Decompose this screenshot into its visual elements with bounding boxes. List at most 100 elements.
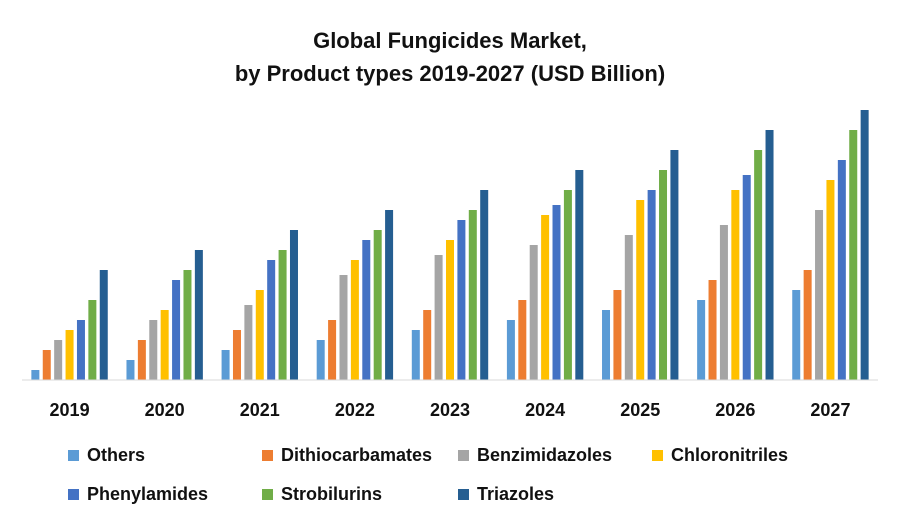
- bar-2026-phenylamides: [742, 175, 751, 380]
- legend-item-strobilurins: Strobilurins: [262, 484, 382, 505]
- legend-item-phenylamides: Phenylamides: [68, 484, 208, 505]
- bar-2020-others: [126, 360, 135, 380]
- bar-2021-dithiocarbamates: [232, 330, 241, 380]
- bar-2023-dithiocarbamates: [423, 310, 432, 380]
- legend-label-strobilurins: Strobilurins: [281, 484, 383, 504]
- bar-2023-chloronitriles: [446, 240, 454, 380]
- chart-title: Global Fungicides Market, by Product typ…: [0, 24, 900, 90]
- bar-2024-dithiocarbamates: [518, 300, 527, 380]
- bar-2025-phenylamides: [647, 190, 656, 380]
- legend-label-others: Others: [87, 445, 146, 465]
- bar-2023-others: [411, 330, 420, 380]
- bar-2020-benzimidazoles: [149, 320, 158, 380]
- bar-2025-others: [602, 310, 611, 380]
- bar-2023-phenylamides: [457, 220, 466, 380]
- chart-subtitle: by Product types 2019-2027 (USD Billion): [234, 61, 666, 86]
- legend-label-triazoles: Triazoles: [477, 484, 555, 504]
- x-tick-label-2023: 2023: [430, 400, 470, 420]
- x-tick-label-2020: 2020: [145, 400, 185, 420]
- x-tick-label-2024: 2024: [525, 400, 565, 420]
- bar-2021-strobilurins: [278, 250, 287, 380]
- bar-2023-strobilurins: [468, 210, 477, 380]
- bar-2021-others: [221, 350, 230, 380]
- bar-2026-others: [697, 300, 706, 380]
- bar-2023-triazoles: [480, 190, 489, 380]
- bar-2020-phenylamides: [172, 280, 181, 380]
- x-tick-label-2021: 2021: [240, 400, 280, 420]
- bar-2022-triazoles: [385, 210, 394, 380]
- bar-2025-strobilurins: [659, 170, 668, 380]
- bar-2025-triazoles: [670, 150, 679, 380]
- bar-2022-dithiocarbamates: [328, 320, 337, 380]
- bar-2027-chloronitriles: [826, 180, 835, 380]
- legend-item-benzimidazoles: Benzimidazoles: [458, 445, 612, 466]
- bar-2021-phenylamides: [267, 260, 276, 380]
- bar-2019-strobilurins: [88, 300, 97, 380]
- legend-swatch-dithiocarbamates: [262, 450, 273, 461]
- bar-2020-triazoles: [194, 250, 203, 380]
- bar-2026-triazoles: [765, 130, 774, 380]
- bar-2024-chloronitriles: [541, 215, 550, 380]
- bar-2022-benzimidazoles: [339, 275, 348, 380]
- bar-2019-triazoles: [99, 270, 108, 380]
- bar-2024-benzimidazoles: [529, 245, 538, 380]
- bar-2025-dithiocarbamates: [613, 290, 622, 380]
- bar-2022-chloronitriles: [350, 260, 359, 380]
- bar-2027-benzimidazoles: [815, 210, 824, 380]
- x-tick-label-2025: 2025: [620, 400, 660, 420]
- bar-2026-chloronitriles: [731, 190, 740, 380]
- bar-2027-triazoles: [860, 110, 869, 380]
- bar-2019-chloronitriles: [65, 330, 74, 380]
- legend-swatch-others: [68, 450, 79, 461]
- x-tick-label-2019: 2019: [50, 400, 90, 420]
- bar-2020-dithiocarbamates: [137, 340, 146, 380]
- bar-2025-chloronitriles: [636, 200, 645, 380]
- bar-2024-triazoles: [575, 170, 584, 380]
- bar-2022-phenylamides: [362, 240, 371, 380]
- bar-2027-dithiocarbamates: [803, 270, 812, 380]
- bars-group: [31, 110, 869, 380]
- bar-2021-triazoles: [289, 230, 298, 380]
- legend-label-phenylamides: Phenylamides: [87, 484, 209, 504]
- x-tick-label-2026: 2026: [715, 400, 755, 420]
- legend-swatch-triazoles: [458, 489, 469, 500]
- legend-item-triazoles: Triazoles: [458, 484, 554, 505]
- bar-2022-strobilurins: [373, 230, 382, 380]
- legend-swatch-benzimidazoles: [458, 450, 469, 461]
- bar-2027-phenylamides: [837, 160, 846, 380]
- legend-swatch-chloronitriles: [652, 450, 663, 461]
- legend: Others Dithiocarbamates Benzimidazoles Chlo…: [0, 440, 900, 520]
- legend-swatch-phenylamides: [68, 489, 79, 500]
- bar-2027-others: [792, 290, 801, 380]
- bar-2025-benzimidazoles: [624, 235, 633, 380]
- bar-2026-dithiocarbamates: [708, 280, 717, 380]
- bar-2026-benzimidazoles: [719, 225, 728, 380]
- bar-2019-others: [31, 370, 40, 380]
- bar-2024-strobilurins: [563, 190, 572, 380]
- legend-label-benzimidazoles: Benzimidazoles: [477, 445, 613, 465]
- bar-2023-benzimidazoles: [434, 255, 443, 380]
- x-tick-label-2027: 2027: [810, 400, 850, 420]
- bar-2024-others: [506, 320, 515, 380]
- bar-2027-strobilurins: [849, 130, 858, 380]
- bar-2021-benzimidazoles: [244, 305, 253, 380]
- bar-2022-others: [316, 340, 325, 380]
- bar-2020-chloronitriles: [160, 310, 169, 380]
- legend-item-others: Others: [68, 445, 145, 466]
- chart-title-line-1: Global Fungicides Market,: [313, 28, 587, 53]
- legend-item-chloronitriles: Chloronitriles: [652, 445, 788, 466]
- legend-label-chloronitriles: Chloronitriles: [671, 445, 789, 465]
- legend-label-dithiocarbamates: Dithiocarbamates: [281, 445, 433, 465]
- bar-2021-chloronitriles: [255, 290, 264, 380]
- bar-2024-phenylamides: [552, 205, 561, 380]
- bar-2019-phenylamides: [76, 320, 85, 380]
- bar-2019-dithiocarbamates: [42, 350, 51, 380]
- legend-item-dithiocarbamates: Dithiocarbamates: [262, 445, 432, 466]
- bar-2026-strobilurins: [754, 150, 763, 380]
- x-tick-label-2022: 2022: [335, 400, 375, 420]
- legend-swatch-strobilurins: [262, 489, 273, 500]
- bar-2020-strobilurins: [183, 270, 192, 380]
- x-axis-tick-labels: 2019 2020 2021 2022 2023 2024 2025 2026 2027: [50, 400, 851, 420]
- bar-2019-benzimidazoles: [54, 340, 63, 380]
